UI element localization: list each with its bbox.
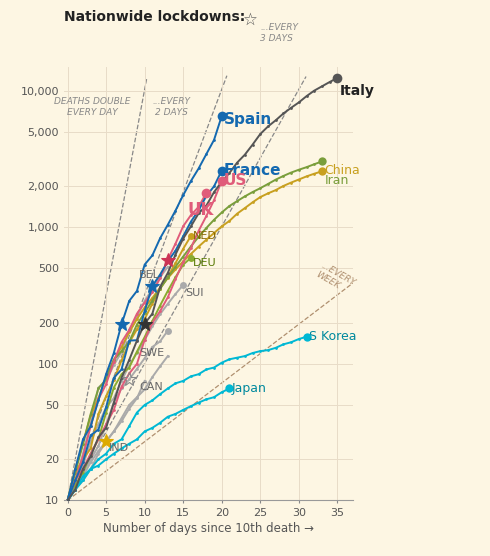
Text: BEL: BEL <box>139 270 160 280</box>
Text: DEU: DEU <box>193 258 217 268</box>
Text: France: France <box>224 163 282 178</box>
Text: Iran: Iran <box>324 174 349 187</box>
Text: Italy: Italy <box>340 83 374 98</box>
Text: ☆: ☆ <box>243 11 258 28</box>
Text: NED: NED <box>193 231 217 241</box>
Text: SUI: SUI <box>186 288 204 298</box>
Text: SWE: SWE <box>139 348 164 358</box>
Text: S Korea: S Korea <box>309 330 356 343</box>
Text: China: China <box>324 164 360 177</box>
Text: CAN: CAN <box>139 382 163 392</box>
Text: ...EVERY
WEEK: ...EVERY WEEK <box>314 261 357 297</box>
Text: IND: IND <box>108 444 128 454</box>
Text: Spain: Spain <box>224 112 272 127</box>
Text: DEATHS DOUBLE
EVERY DAY: DEATHS DOUBLE EVERY DAY <box>54 97 130 117</box>
Text: ...EVERY
3 DAYS: ...EVERY 3 DAYS <box>260 23 298 43</box>
Text: US: US <box>224 173 247 188</box>
Text: ...EVERY
2 DAYS: ...EVERY 2 DAYS <box>152 97 191 117</box>
Text: Japan: Japan <box>232 382 267 395</box>
Text: UK: UK <box>187 201 214 219</box>
X-axis label: Number of days since 10th death →: Number of days since 10th death → <box>103 522 314 535</box>
Text: Nationwide lockdowns:: Nationwide lockdowns: <box>64 11 250 24</box>
